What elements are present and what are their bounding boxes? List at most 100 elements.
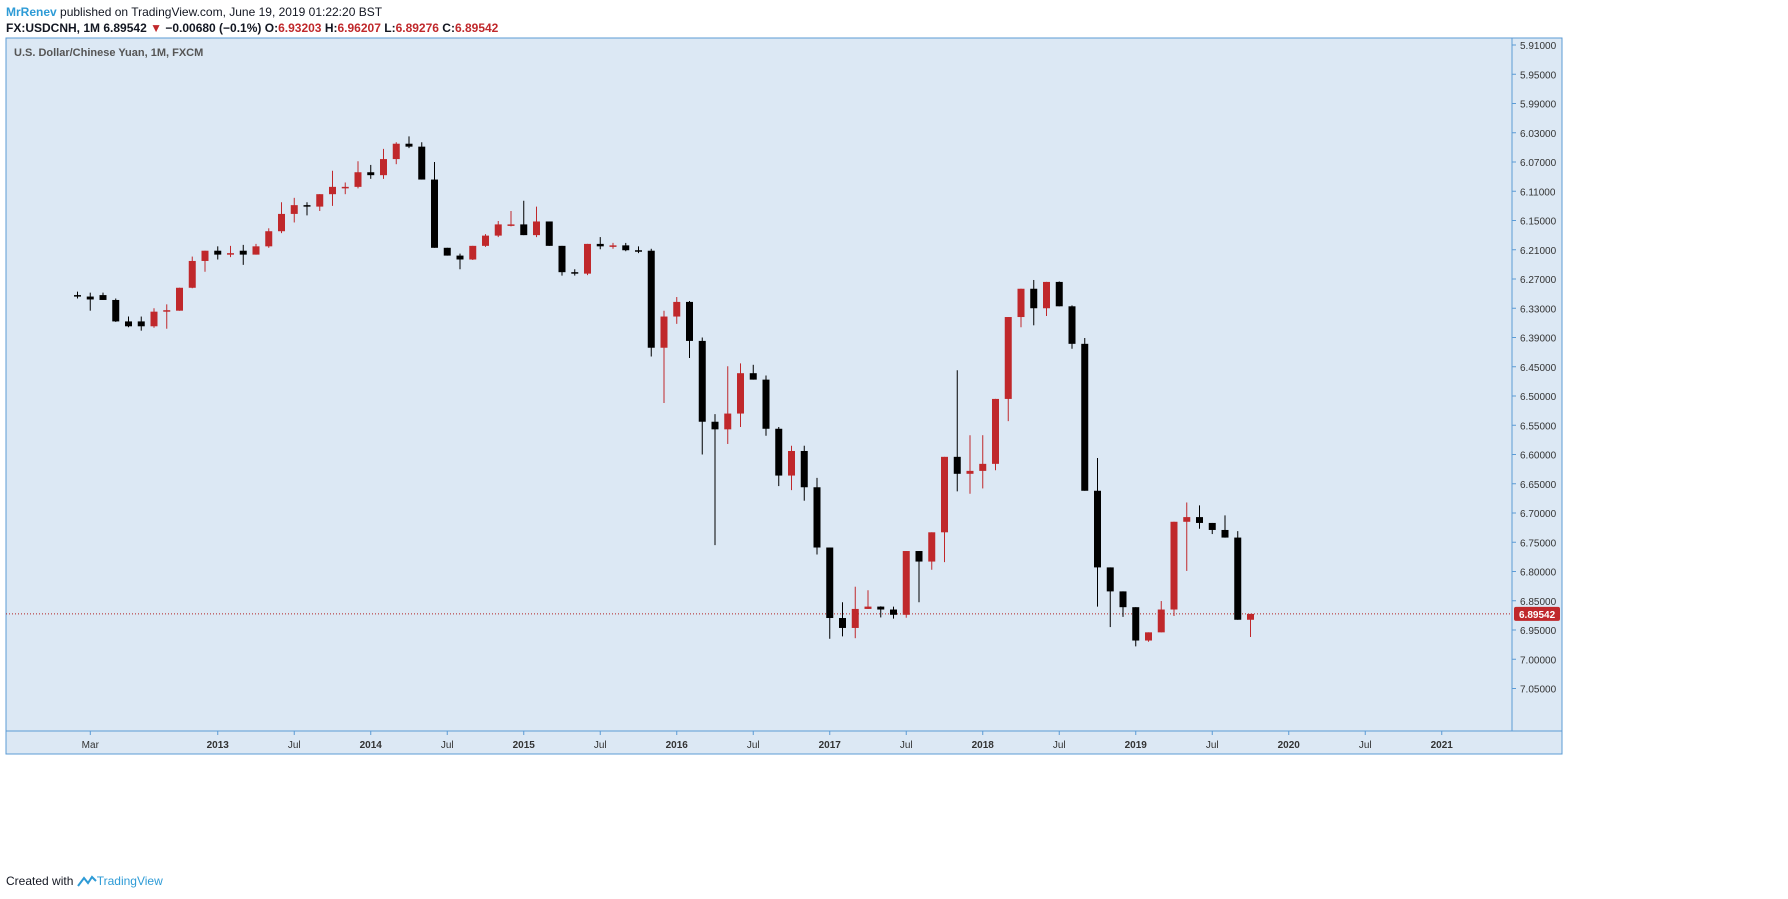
- candle-body: [1196, 517, 1203, 523]
- candle: [1081, 337, 1089, 491]
- candle-body: [431, 179, 438, 248]
- candle: [826, 547, 834, 639]
- candle: [558, 245, 566, 276]
- price-axis-ticks: 5.91000 5.95000 5.99000 6.03000 6.07000 6.110…: [1512, 41, 1557, 696]
- price-tick-label: 5.99000: [1520, 100, 1557, 111]
- candle-body: [354, 172, 362, 187]
- candle: [571, 269, 579, 276]
- time-tick-label: 2017: [819, 740, 842, 751]
- candle: [1017, 288, 1025, 328]
- candle-body: [686, 301, 693, 341]
- candle-body: [494, 224, 502, 236]
- candle: [533, 206, 540, 238]
- price-tick-label: 6.27000: [1520, 275, 1557, 286]
- candle-body: [392, 143, 400, 160]
- candle-body: [992, 398, 999, 464]
- candle-body: [1043, 281, 1050, 309]
- time-tick-label: Jul: [1359, 740, 1372, 751]
- candle: [303, 202, 311, 216]
- open-value: 6.93203: [278, 21, 322, 35]
- candle-body: [1208, 522, 1216, 530]
- candle: [354, 161, 362, 189]
- candle-body: [813, 487, 821, 548]
- candle-body: [877, 606, 885, 610]
- candle-body: [533, 221, 540, 236]
- candle-body: [507, 224, 515, 226]
- candle-body: [749, 373, 757, 380]
- candle: [290, 197, 298, 223]
- candle: [1157, 601, 1165, 633]
- candle: [686, 300, 693, 358]
- candle: [227, 245, 234, 258]
- author-link[interactable]: MrRenev: [6, 5, 57, 19]
- candle-body: [851, 608, 859, 628]
- candle-body: [252, 246, 260, 255]
- time-tick-label: Jul: [747, 740, 760, 751]
- candle-body: [290, 205, 298, 214]
- close-value: 6.89542: [454, 21, 499, 35]
- candle: [418, 142, 426, 180]
- candle-body: [622, 245, 630, 251]
- price-tick-label: 6.55000: [1520, 421, 1557, 432]
- candle-body: [137, 321, 145, 327]
- candle-body: [316, 194, 324, 207]
- candle: [711, 414, 719, 546]
- candle: [635, 246, 642, 254]
- candle-body: [724, 413, 732, 430]
- candle: [660, 310, 668, 404]
- candle-body: [711, 421, 719, 430]
- last-price: 6.89542: [103, 21, 147, 35]
- time-tick-label: 2019: [1125, 740, 1148, 751]
- candle: [405, 136, 413, 149]
- price-tick-label: 6.65000: [1520, 480, 1557, 491]
- low-label: L:: [384, 21, 396, 35]
- candle-body: [915, 551, 923, 562]
- candle: [1208, 522, 1216, 535]
- candle-body: [329, 186, 336, 195]
- price-tick-label: 6.50000: [1520, 392, 1557, 403]
- candle: [1145, 632, 1152, 642]
- candle: [609, 242, 617, 249]
- candle-body: [1094, 490, 1101, 568]
- candle: [239, 244, 247, 265]
- time-tick-label: 2018: [972, 740, 995, 751]
- time-tick-label: 2015: [513, 740, 536, 751]
- candle: [1234, 531, 1242, 620]
- candle-body: [775, 428, 783, 476]
- candle: [1094, 458, 1101, 607]
- candle: [902, 551, 910, 618]
- candle: [673, 297, 681, 324]
- candle: [775, 427, 783, 487]
- candle-body: [966, 470, 974, 474]
- candle: [1221, 515, 1229, 538]
- down-arrow-icon: ▼: [150, 21, 162, 35]
- candle: [163, 304, 171, 329]
- time-axis[interactable]: [5, 730, 1563, 755]
- candle: [1247, 613, 1254, 638]
- tradingview-link[interactable]: TradingView: [96, 874, 163, 888]
- publish-info: published on TradingView.com, June 19, 2…: [60, 5, 383, 19]
- candle: [150, 308, 158, 328]
- candle: [1055, 281, 1063, 307]
- plot-area[interactable]: [5, 37, 1513, 732]
- ohlc-line: FX:USDCNH, 1M 6.89542 ▼ −0.00680 (−0.1%)…: [6, 20, 498, 36]
- candle: [1170, 521, 1178, 616]
- candle-body: [698, 340, 706, 422]
- price-tick-label: 6.11000: [1520, 187, 1556, 198]
- candle-body: [214, 250, 222, 255]
- time-tick-label: Jul: [441, 740, 454, 751]
- low-value: 6.89276: [395, 21, 439, 35]
- candle-body: [74, 295, 81, 297]
- candle: [507, 210, 515, 227]
- candle-body: [890, 609, 897, 615]
- candle-body: [635, 250, 642, 252]
- candle: [839, 602, 846, 637]
- candle: [698, 337, 706, 455]
- candle: [112, 298, 120, 322]
- candle-body: [482, 235, 489, 246]
- candle-body: [150, 311, 158, 327]
- candle-body: [609, 245, 617, 247]
- candle: [520, 200, 528, 236]
- candle-body: [1183, 517, 1191, 522]
